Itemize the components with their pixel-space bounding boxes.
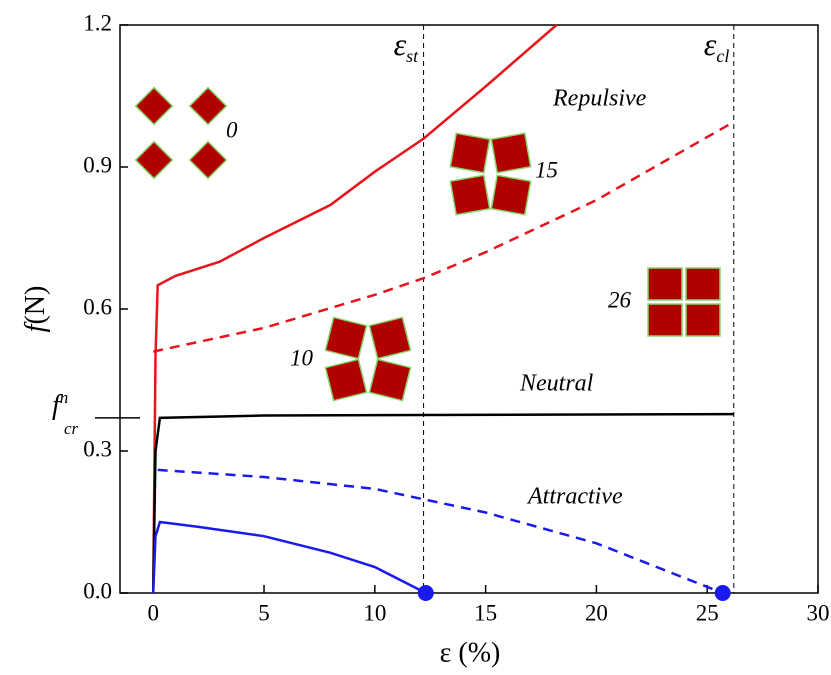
annotation: Neutral	[519, 371, 594, 397]
icon-26	[648, 268, 720, 336]
annotation: 26	[608, 287, 632, 312]
reference-symbol: ε	[704, 26, 717, 62]
reference-subscript: st	[406, 46, 419, 66]
y-axis-label: f(N)	[20, 286, 51, 333]
x-axis-label: ε (%)	[440, 637, 501, 668]
y-axis-unit: (N)	[20, 286, 51, 325]
x-tick-label: 15	[474, 600, 497, 625]
icon-0	[136, 88, 227, 179]
y-tick-label: 0.9	[83, 152, 112, 177]
line	[153, 414, 734, 593]
annotation: 0	[226, 117, 238, 142]
x-tick-label: 30	[807, 600, 830, 625]
annotation: Attractive	[526, 484, 623, 510]
x-tick-label: 0	[147, 600, 159, 625]
icon-15	[450, 133, 530, 214]
x-tick-label: 25	[696, 600, 719, 625]
x-tick-label: 5	[258, 600, 270, 625]
reference-superscript: n	[60, 388, 69, 407]
annotation: Repulsive	[552, 86, 647, 112]
reference-label: fn	[52, 388, 68, 422]
x-tick-label: 10	[363, 600, 386, 625]
line	[153, 124, 729, 351]
x-tick-label: 20	[585, 600, 608, 625]
annotation: 15	[535, 157, 558, 182]
end-marker	[418, 585, 434, 601]
y-tick-label: 0.0	[83, 578, 112, 603]
icon-10	[325, 317, 410, 400]
reference-subscript: cl	[716, 46, 729, 66]
chart: ε (%) f(N) Repulsive Neutral Attractive …	[0, 0, 831, 675]
y-tick-label: 0.6	[83, 294, 112, 319]
line	[153, 522, 426, 593]
reference-label: εst	[394, 26, 420, 66]
y-tick-label: 1.2	[83, 10, 112, 35]
y-tick-label: 0.3	[83, 436, 112, 461]
end-marker	[715, 585, 731, 601]
reference-label: εcl	[704, 26, 730, 66]
annotation: 10	[290, 345, 314, 370]
reference-symbol: ε	[394, 26, 407, 62]
reference-subscript: cr	[64, 419, 79, 438]
line	[158, 470, 723, 593]
